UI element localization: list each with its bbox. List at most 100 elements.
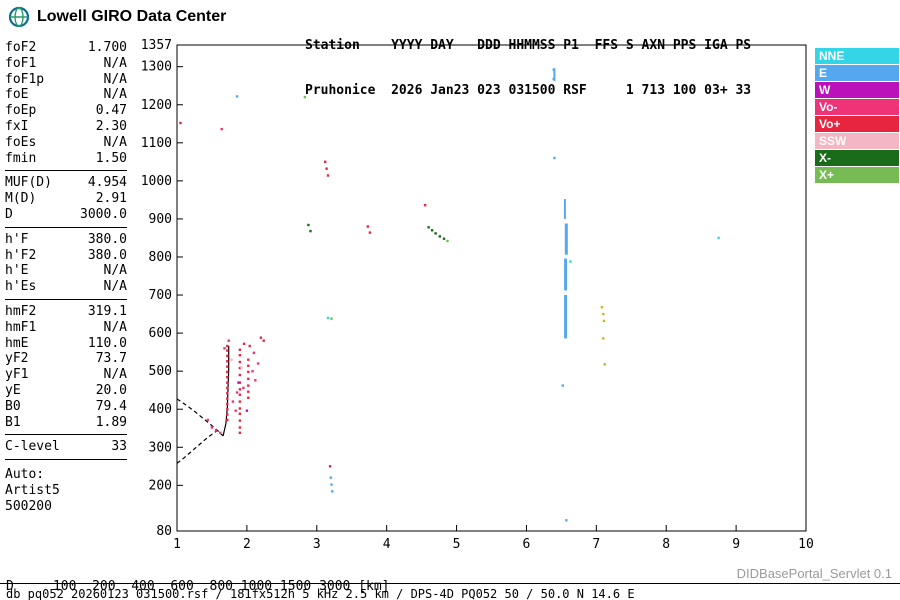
ionogram-point — [223, 347, 226, 350]
ionogram-point — [247, 364, 250, 367]
ionogram-point — [309, 229, 312, 233]
ionogram-point — [227, 339, 230, 342]
ionogram-point — [438, 235, 441, 238]
x-tick-label: 7 — [592, 537, 600, 552]
param-row: foEp 0.47 — [5, 103, 127, 119]
param-row: MUF(D) 4.954 — [5, 175, 127, 191]
param-divider — [5, 170, 127, 172]
y-tick-label: 900 — [149, 212, 172, 227]
ionogram-point — [442, 237, 446, 240]
param-label: fxI — [5, 118, 29, 134]
ionogram-point — [256, 362, 260, 365]
y-tick-label: 500 — [149, 364, 172, 379]
profile-curve — [222, 346, 230, 437]
ionogram-point — [427, 226, 430, 229]
param-row: fxI 2.30 — [5, 119, 127, 135]
ionogram-point — [226, 381, 229, 384]
param-value: N/A — [103, 263, 127, 279]
param-label: yF2 — [5, 351, 29, 367]
ionogram-point — [238, 426, 242, 429]
parameter-panel: foF2 1.700 foF1 N/A foF1p N/A foE N/A foEp 0.47 fx… — [5, 40, 127, 515]
ionogram-point — [247, 396, 250, 399]
ionogram-point — [226, 402, 229, 406]
giro-logo-icon — [8, 6, 30, 28]
param-label: h'F — [5, 231, 29, 247]
param-row: foE N/A — [5, 87, 127, 103]
y-tick-label: 600 — [149, 326, 172, 341]
param-value: N/A — [103, 279, 127, 295]
ionogram-point — [210, 426, 214, 429]
param-row: h'F2 380.0 — [5, 248, 127, 264]
param-value: 1.89 — [95, 414, 127, 430]
plot-frame — [176, 44, 807, 532]
ionogram-point — [561, 384, 564, 387]
y-tick-label: 1000 — [141, 174, 172, 189]
ionogram-point — [226, 397, 229, 400]
station-header-values: Pruhonice 2026 Jan23 023 031500 RSF 1 71… — [305, 83, 752, 98]
param-value: N/A — [103, 319, 127, 335]
param-label: foEp — [5, 103, 37, 119]
ionogram-point — [245, 409, 249, 412]
legend-chip: SSW — [815, 133, 899, 149]
ionogram-point — [226, 354, 229, 358]
ionogram-point — [206, 418, 209, 422]
param-divider — [5, 459, 127, 461]
y-tick-label: 1300 — [141, 60, 172, 75]
ionogram-point — [179, 121, 182, 125]
param-value: 79.4 — [95, 398, 127, 414]
param-value: 110.0 — [87, 335, 127, 351]
ionogram-point — [602, 319, 606, 323]
ionogram-point — [238, 354, 242, 357]
ionogram-point — [226, 418, 229, 422]
param-label: B0 — [5, 398, 21, 414]
param-label: M(D) — [5, 191, 37, 207]
ionogram-point — [226, 365, 229, 368]
param-row: foF2 1.700 — [5, 40, 127, 56]
ionogram-point — [366, 225, 369, 228]
param-value: 73.7 — [95, 351, 127, 367]
ionogram-point — [553, 156, 556, 160]
param-row: foF1p N/A — [5, 72, 127, 88]
param-value: 319.1 — [87, 303, 127, 319]
ionogram-point — [238, 407, 242, 410]
ionogram-point — [242, 342, 246, 345]
legend-chip: X- — [815, 150, 899, 166]
x-tick-label: 9 — [732, 537, 740, 552]
legend-chip: W — [815, 82, 899, 98]
param-value: N/A — [103, 55, 127, 71]
y-tick-label: 700 — [149, 288, 172, 303]
param-label: yE — [5, 382, 21, 398]
ionogram-point — [251, 370, 254, 373]
servlet-version: DIDBasePortal_Servlet 0.1 — [736, 566, 892, 581]
ionogram-point — [330, 483, 333, 486]
legend-chip: Vo+ — [815, 116, 899, 132]
param-row: C-level 33 — [5, 439, 127, 455]
interference-segment — [564, 258, 568, 291]
legend-chip-label: NNE — [819, 49, 845, 63]
y-tick-label: 1357 — [141, 38, 172, 53]
ionogram-point — [247, 384, 250, 387]
param-row: D 3000.0 — [5, 207, 127, 223]
param-row: M(D) 2.91 — [5, 191, 127, 207]
ionogram-point — [226, 408, 229, 411]
ionogram-point — [226, 344, 229, 348]
ionogram-point — [254, 379, 257, 382]
param-label: B1 — [5, 414, 21, 430]
ionogram-point — [552, 77, 555, 81]
measurement-info: db pq052 20260123 031500.rsf / 181fx512h… — [6, 587, 635, 600]
ionogram-point — [248, 344, 251, 348]
x-tick-label: 2 — [243, 537, 251, 552]
ionogram-point — [329, 476, 332, 479]
param-value: N/A — [103, 134, 127, 150]
ionogram-point — [368, 231, 372, 234]
ionogram-point — [238, 400, 242, 403]
param-label: foF2 — [5, 40, 37, 55]
param-label: yF1 — [5, 367, 29, 383]
ionogram-point — [717, 236, 720, 240]
param-row: h'Es N/A — [5, 279, 127, 295]
param-label: foF1 — [5, 55, 37, 71]
ionogram-point — [423, 204, 427, 207]
x-tick-label: 4 — [383, 537, 391, 552]
ionogram-point — [569, 260, 572, 263]
x-tick-label: 1 — [173, 537, 181, 552]
